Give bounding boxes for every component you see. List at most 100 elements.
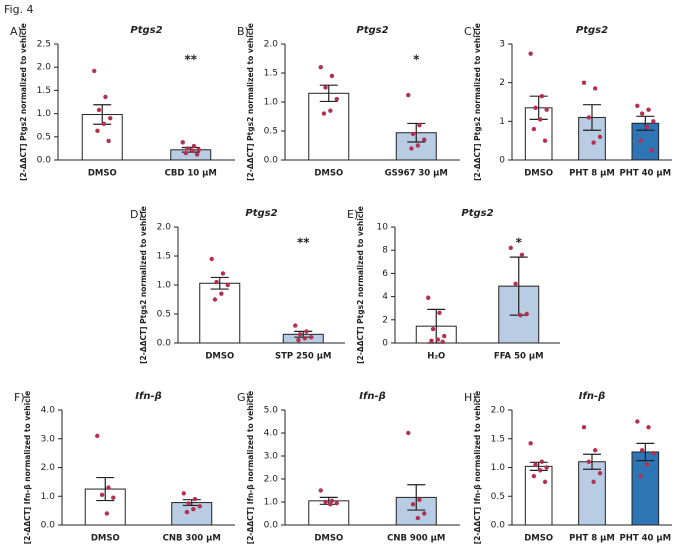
chart-title: Ptgs2 [130, 25, 162, 36]
data-point [410, 502, 416, 507]
y-tick-label: 0.5 [157, 310, 171, 320]
panel-label: E) [347, 208, 358, 221]
x-tick-label: H₂O [427, 352, 445, 362]
y-axis-label: [2-ΔΔCT] Ifn-β normalized to vehicle [246, 391, 255, 545]
data-point [406, 92, 411, 98]
y-tick-label: 0.0 [37, 156, 52, 166]
data-point [544, 107, 549, 112]
x-tick-label: PHT 8 µM [569, 534, 615, 544]
y-tick-label: 0.5 [264, 127, 278, 137]
data-point [323, 85, 328, 90]
y-axis-label: [2-ΔΔCT] Ptgs2 normalized to vehicle [19, 23, 28, 181]
data-point [524, 311, 529, 317]
y-tick-label: 0.5 [37, 132, 51, 142]
data-point [302, 336, 308, 341]
data-point [646, 425, 651, 430]
data-point [209, 256, 214, 262]
data-point [417, 497, 422, 502]
data-point [593, 448, 598, 453]
y-tick-label: 0.0 [264, 521, 279, 531]
data-point [111, 495, 116, 500]
y-tick-label: 1.5 [491, 434, 505, 444]
data-point [544, 465, 549, 470]
data-point [426, 295, 431, 300]
data-point [639, 448, 645, 453]
y-tick-label: 4.0 [41, 406, 56, 416]
data-point [586, 459, 591, 464]
y-tick-label: 3 [499, 40, 505, 50]
x-tick-label: DMSO [524, 169, 553, 179]
chart-title: Ifn-β [359, 391, 386, 402]
data-point [581, 425, 587, 430]
bar [578, 461, 606, 526]
y-tick-label: 1.5 [37, 86, 51, 96]
data-point [406, 430, 411, 436]
y-tick-label: 2.0 [37, 63, 52, 73]
data-point [422, 511, 427, 516]
data-point [538, 117, 543, 122]
x-tick-label: PHT 40 µM [620, 169, 672, 179]
y-tick-label: 1.0 [491, 463, 506, 473]
panel-label: A) [10, 25, 22, 38]
data-point [597, 134, 603, 139]
x-tick-label: CNB 900 µM [387, 534, 445, 544]
error-bar [583, 453, 601, 470]
data-point [542, 138, 548, 143]
data-point [196, 147, 201, 152]
data-point [531, 473, 537, 479]
data-point [528, 441, 533, 446]
data-point [329, 73, 335, 79]
data-point [440, 339, 445, 345]
data-point [538, 468, 543, 473]
data-point [635, 103, 640, 109]
data-point [597, 471, 603, 476]
data-point [219, 291, 224, 296]
x-tick-label: STP 250 µM [275, 352, 332, 362]
y-tick-label: 2.5 [37, 40, 51, 50]
y-tick-label: 3.0 [264, 452, 279, 462]
data-point [533, 105, 538, 111]
y-tick-label: 2.0 [41, 463, 56, 473]
data-point [644, 462, 650, 467]
data-point [197, 504, 202, 509]
y-tick-label: 1.5 [157, 252, 171, 262]
data-point [591, 140, 596, 145]
data-point [101, 121, 107, 127]
y-tick-label: 10 [377, 223, 389, 233]
data-point [528, 51, 533, 56]
data-point [185, 146, 190, 151]
data-point [508, 245, 513, 251]
data-point [318, 488, 323, 493]
x-tick-label: CNB 300 µM [163, 534, 221, 544]
data-point [651, 450, 656, 456]
y-tick-label: 3.0 [41, 434, 56, 444]
error-bar [96, 476, 115, 502]
significance: * [413, 53, 420, 67]
y-tick-label: 5.0 [264, 406, 279, 416]
data-point [539, 94, 545, 99]
x-tick-label: DMSO [88, 169, 117, 179]
data-point [593, 86, 598, 91]
data-point [191, 506, 196, 512]
chart-title: Ptgs2 [461, 208, 493, 219]
data-point [644, 124, 650, 130]
y-axis-label: [2-ΔΔCT] Ifn-β normalized to vehicle [473, 391, 482, 545]
bar [631, 451, 660, 526]
data-point [409, 146, 414, 151]
data-point [422, 137, 427, 142]
x-tick-label: DMSO [314, 534, 343, 544]
significance: ** [297, 236, 310, 250]
data-point [513, 281, 518, 287]
y-tick-label: 1.0 [264, 98, 279, 108]
y-axis-label: [2-ΔΔCT] Ptgs2 normalized to vehicle [139, 206, 148, 364]
data-point [328, 108, 333, 113]
data-point [304, 329, 309, 334]
x-tick-label: CBD 10 µM [165, 169, 217, 179]
y-tick-label: 1.0 [264, 498, 279, 508]
panel-label: C) [464, 25, 476, 38]
chart-title: Ptgs2 [245, 208, 277, 219]
y-axis-label: [2-ΔΔCT] Ifn-β normalized to vehicle [23, 391, 32, 545]
data-point [638, 473, 643, 479]
x-tick-label: DMSO [91, 534, 120, 544]
y-tick-label: 0 [499, 156, 505, 166]
